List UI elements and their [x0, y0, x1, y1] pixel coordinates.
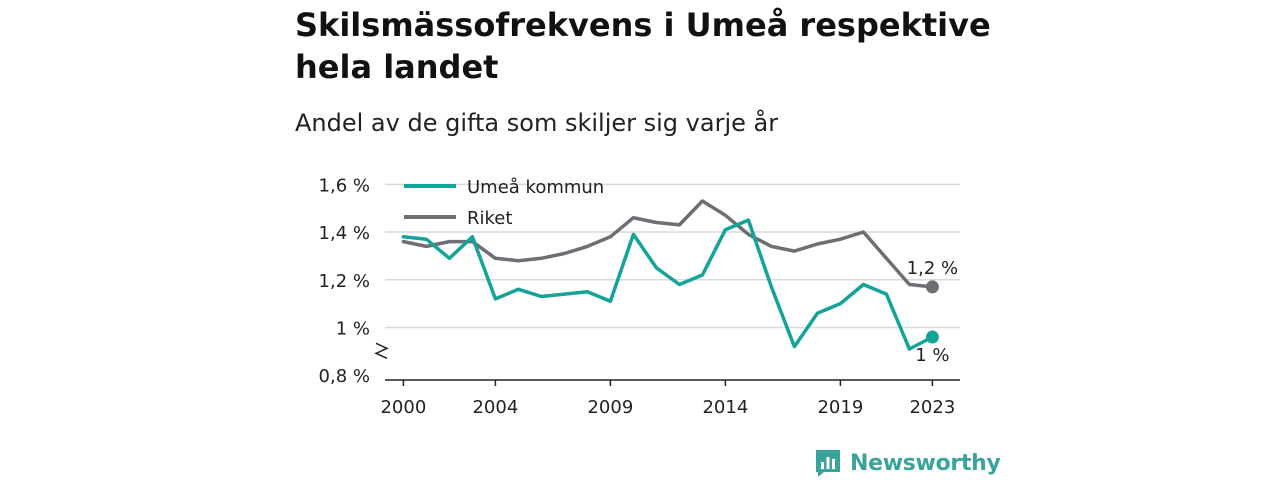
- legend-label: Riket: [467, 208, 512, 229]
- x-tick-label: 2009: [587, 397, 633, 418]
- y-tick-label: 1,6 %: [319, 175, 370, 196]
- end-labels: 1,2 % 1 %: [907, 258, 958, 366]
- x-tick-label: 2019: [817, 397, 863, 418]
- x-tick-label: 2023: [909, 397, 955, 418]
- chart-title: Skilsmässofrekvens i Umeå respektive hel…: [295, 6, 991, 86]
- series-end-point: [925, 280, 939, 294]
- x-tick-label: 2014: [702, 397, 748, 418]
- series-end-point: [925, 330, 939, 344]
- x-tick-label: 2000: [380, 397, 426, 418]
- end-label-umea: 1 %: [915, 345, 949, 366]
- brand-logo: Newsworthy: [814, 446, 1001, 480]
- series-line-riket: [401, 199, 935, 289]
- series-lines: [401, 199, 939, 351]
- legend: Umeå kommun Riket: [404, 177, 604, 229]
- y-tick-label: 1,2 %: [319, 271, 370, 292]
- bar-chart-badge-icon: [816, 450, 840, 477]
- x-tick-label: 2004: [472, 397, 518, 418]
- y-tick-label: 1,4 %: [319, 223, 370, 244]
- y-tick-label: 0,8 %: [319, 366, 370, 387]
- y-tick-label: 1 %: [336, 319, 370, 340]
- chart-subtitle: Andel av de gifta som skiljer sig varje …: [295, 109, 779, 137]
- axes: 0,8 % 1 % 1,2 % 1,4 % 1,6 % 2000 2004 2009 2014 2…: [319, 175, 960, 418]
- brand-name: Newsworthy: [850, 450, 1001, 476]
- axis-break-icon: [374, 342, 389, 360]
- grid-lines: [385, 183, 960, 329]
- legend-label: Umeå kommun: [467, 177, 604, 198]
- series-line-umea: [401, 218, 935, 351]
- end-label-riket: 1,2 %: [907, 258, 958, 279]
